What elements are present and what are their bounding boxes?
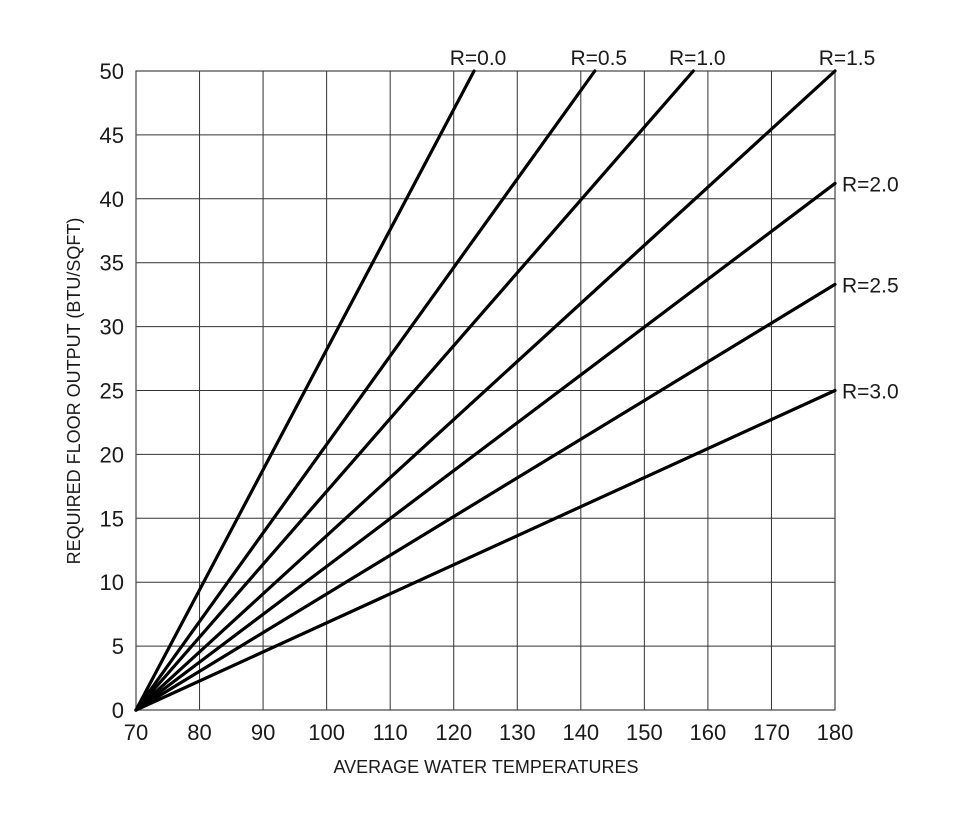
y-tick-label: 40	[100, 187, 124, 212]
y-tick-label: 30	[100, 315, 124, 340]
series-label: R=2.0	[842, 173, 899, 196]
x-tick-label: 140	[562, 720, 599, 745]
x-tick-label: 160	[690, 720, 727, 745]
x-axis-ticks: 70 80 90 100 110 120 130 140 150 160 170 180	[124, 720, 854, 745]
series-line	[134, 282, 837, 712]
series-label: R=0.5	[570, 47, 627, 70]
y-axis-title: REQUIRED FLOOR OUTPUT (BTU/SQFT)	[64, 218, 84, 565]
series-line	[134, 69, 837, 712]
series-label: R=1.5	[819, 47, 876, 70]
series-line	[134, 388, 837, 712]
x-tick-label: 70	[124, 720, 148, 745]
x-tick-label: 90	[251, 720, 275, 745]
series-line	[134, 69, 476, 712]
y-tick-label: 5	[112, 634, 124, 659]
y-tick-label: 0	[112, 698, 124, 723]
x-tick-label: 110	[373, 720, 408, 745]
series-labels: R=0.0 R=0.5 R=1.0 R=1.5 R=2.0 R=2.5 R=3.0	[450, 47, 899, 404]
x-tick-label: 120	[435, 720, 472, 745]
series-lines	[134, 69, 837, 712]
x-tick-label: 170	[753, 720, 790, 745]
y-tick-label: 50	[100, 59, 124, 84]
x-tick-label: 150	[626, 720, 663, 745]
y-tick-label: 45	[100, 123, 124, 148]
y-tick-label: 10	[100, 570, 124, 595]
y-tick-label: 15	[100, 506, 124, 531]
series-label: R=3.0	[842, 381, 899, 404]
series-label: R=2.5	[842, 274, 899, 297]
x-tick-label: 130	[499, 720, 536, 745]
x-axis-title: AVERAGE WATER TEMPERATURES	[333, 757, 638, 777]
x-tick-label: 80	[187, 720, 211, 745]
y-tick-label: 35	[100, 251, 124, 276]
y-tick-label: 25	[100, 379, 124, 404]
series-line	[134, 69, 695, 712]
series-label: R=0.0	[450, 47, 507, 70]
series-line	[134, 181, 837, 712]
series-label: R=1.0	[669, 47, 726, 70]
series-line	[134, 69, 597, 712]
y-tick-label: 20	[100, 442, 124, 467]
x-tick-label: 100	[308, 720, 345, 745]
x-tick-label: 180	[817, 720, 854, 745]
y-axis-ticks: 0 5 10 15 20 25 30 35 40 45 50	[100, 59, 124, 723]
